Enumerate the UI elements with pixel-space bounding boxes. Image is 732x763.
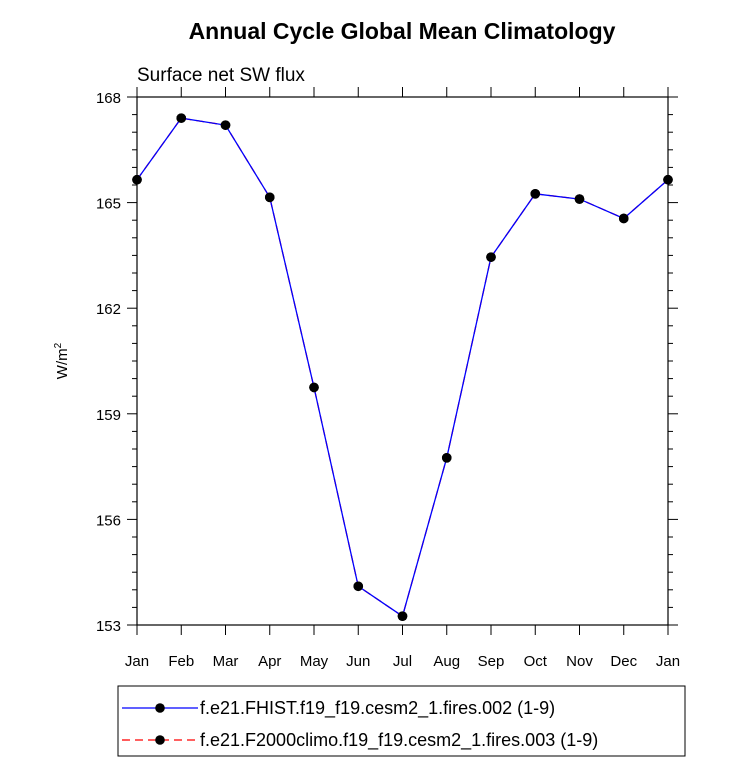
- legend: f.e21.FHIST.f19_f19.cesm2_1.fires.002 (1…: [117, 685, 686, 757]
- y-axis-ticks: 153 156 159 162 165 168: [96, 90, 678, 635]
- x-tick-label: Jan: [125, 653, 149, 670]
- x-tick-label: Nov: [566, 653, 593, 670]
- legend-box: [117, 685, 686, 757]
- y-tick-label: 168: [96, 90, 121, 107]
- x-tick-label: Feb: [168, 653, 194, 670]
- data-point: [220, 120, 231, 130]
- data-point: [176, 113, 187, 123]
- x-tick-label: Sep: [478, 653, 505, 670]
- legend-marker: [155, 735, 165, 745]
- y-tick-label: 162: [96, 301, 121, 318]
- y-tick-label: 153: [96, 618, 121, 635]
- x-tick-label: Jun: [346, 653, 370, 670]
- x-tick-label: Jan: [656, 653, 680, 670]
- series-line: [136, 117, 669, 618]
- x-tick-label: Aug: [433, 653, 460, 670]
- data-point: [574, 194, 585, 204]
- series-1: [132, 113, 673, 621]
- data-point: [618, 213, 629, 224]
- legend-label: f.e21.F2000climo.f19_f19.cesm2_1.fires.0…: [200, 730, 598, 751]
- chart-title: Annual Cycle Global Mean Climatology: [189, 18, 616, 44]
- data-point: [264, 192, 275, 203]
- data-point: [309, 382, 319, 393]
- x-tick-label: Mar: [213, 653, 239, 670]
- series-2: [132, 113, 673, 621]
- x-tick-label: Jul: [393, 653, 412, 670]
- data-point: [486, 252, 496, 262]
- y-tick-label: 159: [96, 407, 121, 424]
- legend-label: f.e21.FHIST.f19_f19.cesm2_1.fires.002 (1…: [200, 698, 555, 719]
- plot-frame: [136, 96, 669, 626]
- data-point: [441, 453, 452, 463]
- plot-area: 153 156 159 162 165 168 Jan Feb Mar Apr May Jun Jul…: [96, 87, 680, 670]
- y-tick-label: 165: [96, 196, 121, 213]
- data-point: [397, 611, 408, 621]
- series-layer: [132, 113, 673, 621]
- x-tick-label: Oct: [524, 653, 548, 670]
- chart-subtitle: Surface net SW flux: [137, 65, 305, 86]
- x-tick-label: Apr: [258, 653, 281, 670]
- data-point: [530, 189, 541, 199]
- data-point: [132, 174, 142, 185]
- data-point: [353, 581, 364, 592]
- legend-item: f.e21.F2000climo.f19_f19.cesm2_1.fires.0…: [122, 730, 598, 751]
- y-tick-label: 156: [96, 512, 121, 529]
- data-point: [663, 174, 673, 185]
- legend-marker: [155, 703, 165, 713]
- x-tick-label: May: [300, 653, 329, 670]
- y-axis-label: W/m2: [53, 342, 71, 379]
- legend-item: f.e21.FHIST.f19_f19.cesm2_1.fires.002 (1…: [122, 698, 555, 719]
- series-line: [136, 117, 669, 618]
- legend-items: f.e21.FHIST.f19_f19.cesm2_1.fires.002 (1…: [122, 698, 598, 751]
- x-tick-label: Dec: [610, 653, 637, 670]
- x-axis-ticks: Jan Feb Mar Apr May Jun Jul Aug Sep Oct Nov Dec Jan: [125, 87, 680, 670]
